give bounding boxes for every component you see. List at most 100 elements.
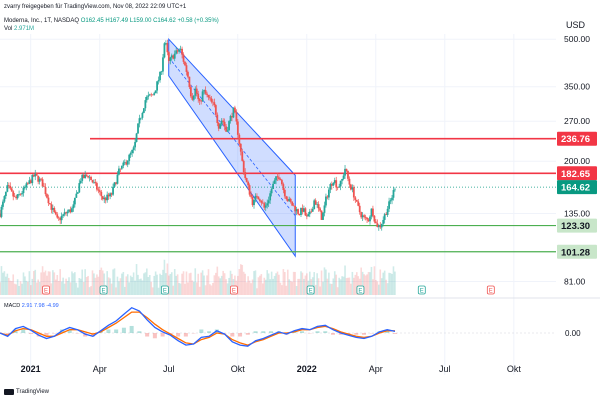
volume-bar	[248, 280, 251, 295]
candle-body	[269, 193, 272, 201]
candle-body	[170, 55, 173, 58]
volume-bar	[107, 277, 110, 295]
candle-body	[57, 217, 60, 219]
candle-body	[379, 225, 382, 228]
volume-bar	[143, 273, 145, 295]
candle-body	[342, 175, 345, 179]
price-axis[interactable]: 500.00 350.00 270.00 200.00 135.00 81.00	[564, 34, 590, 286]
candle-body	[69, 209, 72, 213]
volume-bar	[257, 277, 260, 295]
candle-body	[43, 186, 45, 188]
candle-body	[106, 194, 109, 201]
candle-body	[148, 94, 151, 96]
volume-bar	[22, 272, 25, 295]
volume-bar	[385, 279, 387, 295]
channel-midline	[168, 57, 296, 216]
volume-bar	[63, 283, 66, 295]
candle-body	[242, 160, 245, 173]
candle-body	[31, 174, 34, 184]
volume-bar	[68, 277, 70, 295]
candle-body	[198, 99, 201, 101]
volume-bar	[326, 278, 329, 295]
volume-bar	[165, 273, 167, 295]
candle-body	[25, 183, 28, 188]
candle-body	[320, 210, 323, 220]
candle-body	[46, 194, 48, 198]
volume-bar	[182, 271, 185, 295]
candle-body	[332, 182, 335, 186]
candle-body	[28, 180, 31, 184]
volume-bar	[50, 283, 53, 295]
candle-body	[7, 185, 10, 186]
candle-body	[341, 178, 343, 181]
time-axis[interactable]: 2021 Apr Jul Okt 2022 Apr Jul Okt	[21, 364, 522, 374]
candle-body	[232, 107, 235, 118]
price-tag-label-0: 236.76	[561, 134, 590, 145]
horizontal-levels[interactable]	[0, 137, 556, 253]
candle-body	[129, 153, 132, 155]
candle-body	[53, 207, 56, 212]
volume-bar	[325, 269, 327, 295]
macd-line	[0, 306, 396, 347]
volume-bar	[281, 285, 283, 295]
volume-bars	[0, 259, 396, 295]
earnings-marker-3	[230, 285, 238, 295]
volume-bar	[9, 280, 12, 295]
candle-body	[120, 165, 123, 169]
volume-bar	[245, 282, 248, 295]
volume-bar	[210, 285, 213, 295]
candle-body	[76, 192, 79, 194]
volume-bar	[275, 273, 277, 295]
candle-body	[94, 182, 97, 184]
tradingview-brand: TradingView	[16, 389, 50, 395]
candle-body	[3, 196, 6, 202]
candle-body	[319, 208, 321, 211]
candle-body	[197, 93, 200, 100]
candle-body	[385, 214, 388, 215]
candle-body	[49, 203, 51, 205]
volume-bar	[179, 283, 182, 295]
candle-body	[87, 175, 89, 178]
price-tag-4	[557, 244, 597, 259]
volume-bar	[242, 271, 245, 295]
candle-body	[72, 204, 75, 209]
candle-body	[220, 120, 223, 125]
volume-bar	[333, 271, 336, 295]
volume-bar	[163, 259, 166, 295]
candle-body	[26, 183, 29, 184]
candle-body	[60, 215, 63, 221]
candle-body	[24, 187, 26, 188]
volume-bar	[35, 282, 38, 295]
volume-bar	[295, 286, 298, 295]
candle-body	[66, 211, 69, 214]
volume-bar	[361, 271, 364, 295]
candle-body	[79, 180, 82, 184]
volume-bar	[91, 270, 94, 295]
candle-body	[266, 203, 269, 206]
candle-body	[391, 197, 393, 201]
volume-bar	[394, 271, 396, 295]
volume-bar	[212, 283, 214, 295]
candle-body	[217, 123, 220, 129]
volume-bar	[285, 285, 288, 295]
volume-bar	[213, 275, 216, 295]
volume-bar	[367, 272, 370, 295]
candle-body	[0, 213, 1, 217]
volume-bar	[41, 266, 44, 295]
header-share-line: zvarry freigegeben für TradingView.com, …	[4, 3, 186, 11]
volume-bar	[25, 280, 28, 295]
candle-body	[12, 191, 15, 197]
candle-body	[333, 180, 336, 183]
candle-body	[348, 178, 351, 185]
macd-histogram-bar	[385, 331, 390, 333]
candle-body	[144, 100, 147, 109]
time-tick-0: 2021	[21, 364, 41, 374]
volume-bar	[392, 266, 395, 295]
price-tick-2: 270.00	[564, 116, 590, 126]
candle-body	[172, 55, 175, 59]
candle-body	[238, 134, 241, 144]
candle-body	[134, 141, 136, 148]
candle-body	[336, 187, 339, 189]
